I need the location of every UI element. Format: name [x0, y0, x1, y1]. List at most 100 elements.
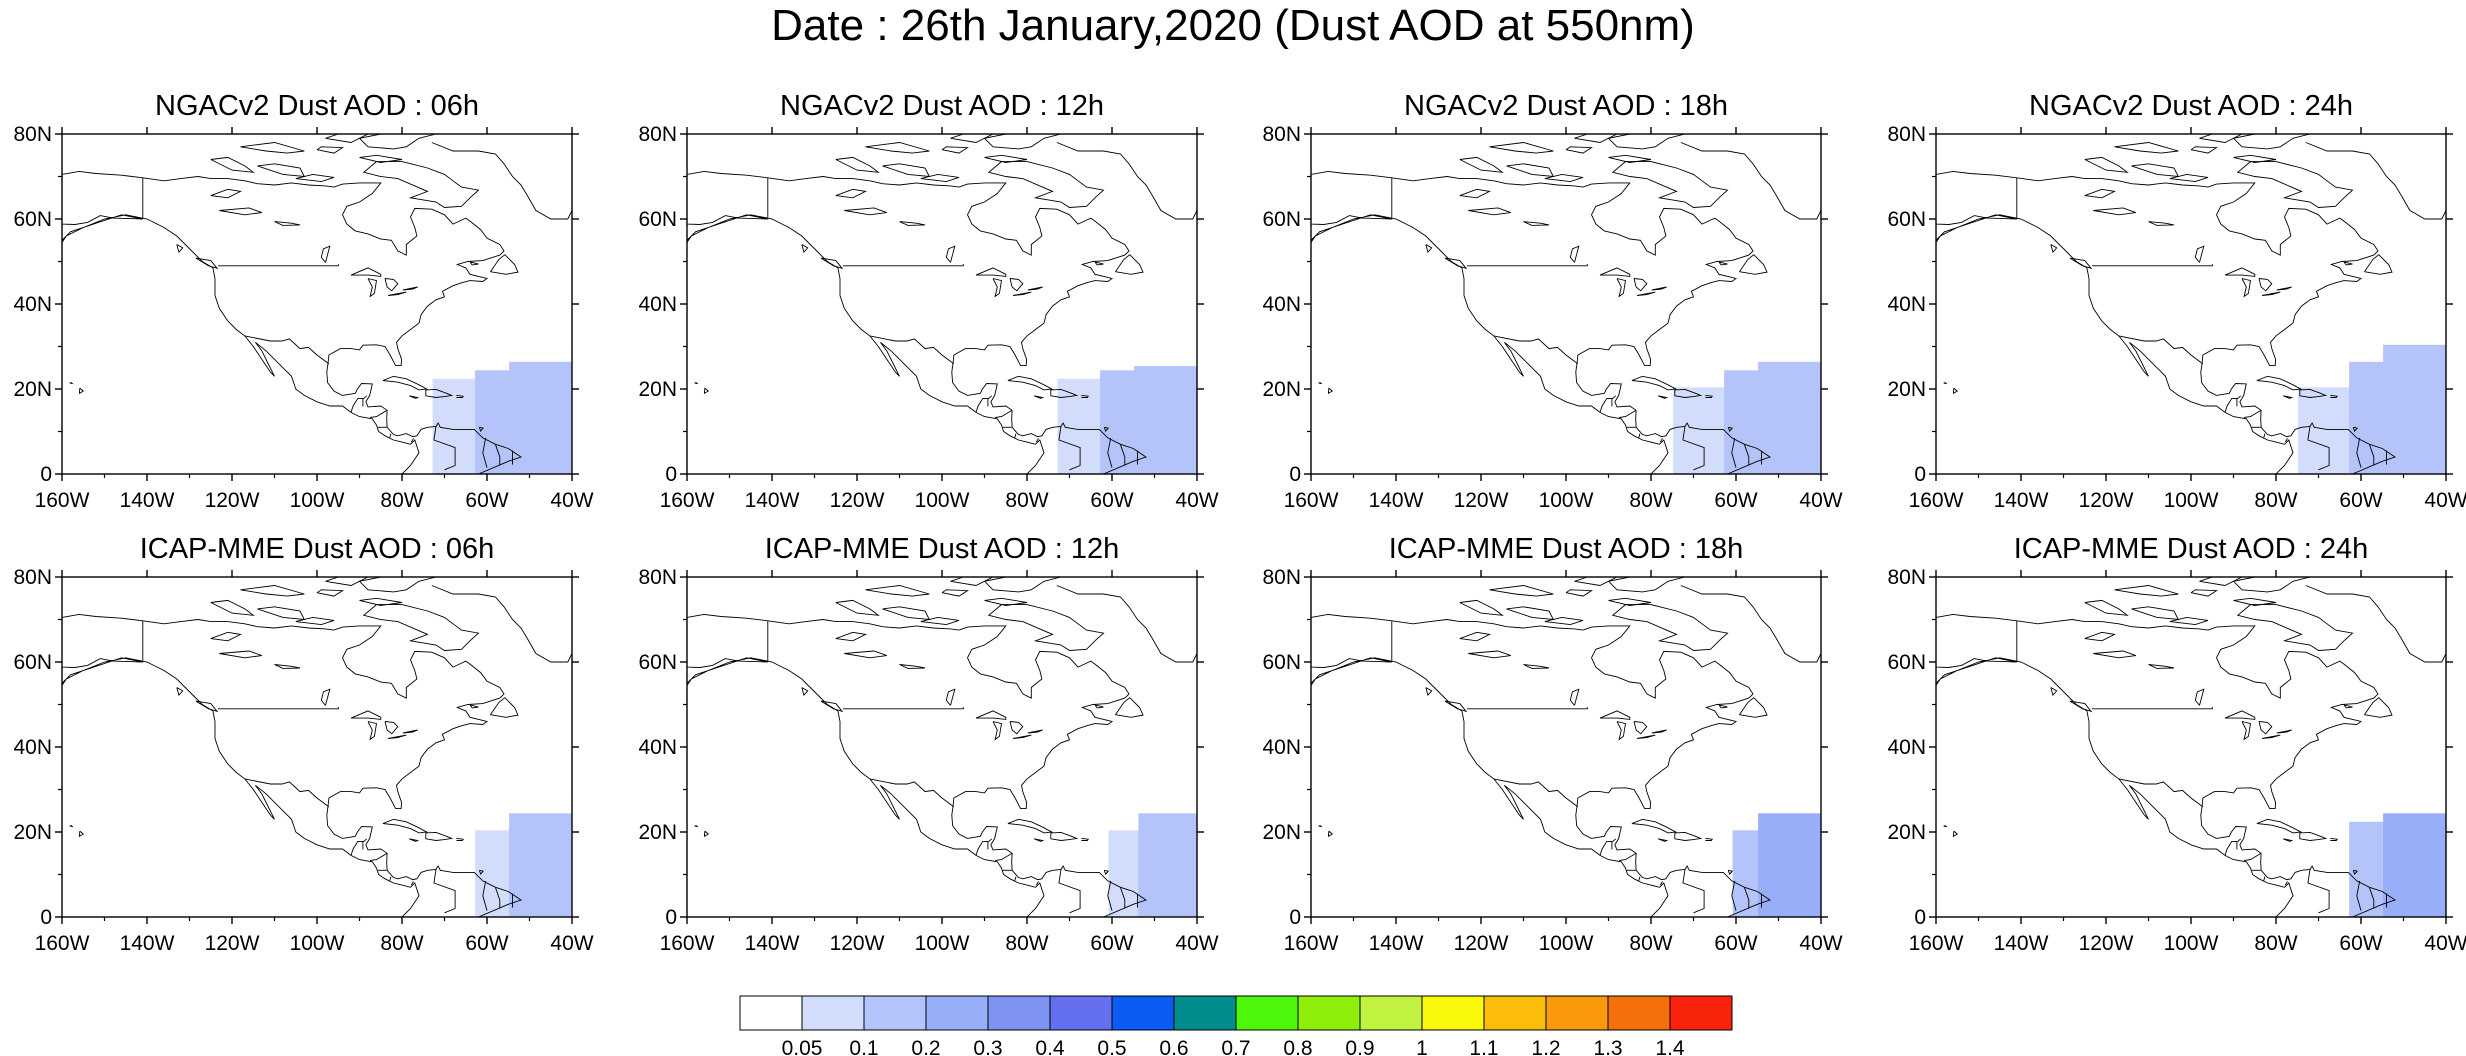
island-outline — [2114, 142, 2179, 154]
island-outline — [382, 818, 429, 834]
island-outline — [2299, 831, 2328, 841]
north-america-coastline — [1311, 170, 1772, 474]
lake-outline — [384, 721, 399, 735]
island-outline — [1607, 134, 1724, 150]
country-border — [482, 437, 488, 468]
lon-label: 40W — [2424, 932, 2466, 955]
lon-label: 140W — [1994, 932, 2049, 955]
island-outline — [1705, 394, 1713, 398]
island-outline — [316, 589, 344, 597]
map-panel: 80N 60N 40N 20N 0 160W 140W 120W 100W 80W 60W 40W — [638, 566, 1218, 955]
greenland-coastline — [1056, 585, 1197, 663]
island-outline — [920, 173, 960, 183]
lon-label: 100W — [2164, 489, 2219, 512]
lake-outline — [1012, 734, 1032, 739]
lake-outline — [1636, 291, 1656, 296]
island-outline — [2299, 388, 2328, 398]
figure-title: Date : 26th January,2020 (Dust AOD at 55… — [771, 1, 1695, 50]
island-outline — [2364, 697, 2393, 718]
island-outline — [1050, 831, 1079, 841]
island-outline — [2236, 161, 2354, 208]
lake-outline — [387, 291, 407, 296]
lon-label: 100W — [2164, 932, 2219, 955]
country-border — [1493, 335, 1579, 365]
colorbar-swatch — [987, 995, 1051, 1031]
island-outline — [2256, 375, 2303, 391]
colorbar-swatch — [1359, 995, 1423, 1031]
lat-label: 0 — [1289, 906, 1301, 929]
lake-outline — [2261, 734, 2281, 739]
colorbar-label: 0.5 — [1097, 1037, 1126, 1056]
colorbar-swatch — [1607, 995, 1671, 1031]
country-border — [350, 395, 368, 413]
lake-outline — [2258, 721, 2273, 735]
lat-label: 40N — [1262, 293, 1301, 316]
lake-outline — [402, 286, 418, 291]
dust-plume — [1673, 361, 1821, 474]
lon-label: 100W — [290, 489, 345, 512]
country-border — [1599, 395, 1617, 413]
lake-outline — [2084, 188, 2116, 199]
plume-cell — [1758, 813, 1821, 917]
island-outline — [1674, 388, 1703, 398]
country-border — [1731, 880, 1737, 911]
country-border — [995, 852, 1013, 861]
map-panel: 80N 60N 40N 20N 0 160W 140W 120W 100W 80W 60W 40W — [13, 566, 593, 955]
island-outline — [1574, 134, 1618, 143]
island-outline — [78, 387, 85, 395]
island-outline — [1081, 837, 1089, 841]
lon-label: 140W — [120, 932, 175, 955]
country-border — [350, 838, 368, 856]
island-outline — [2084, 156, 2129, 173]
island-outline — [382, 375, 429, 391]
lon-label: 120W — [1454, 489, 1509, 512]
lon-label: 40W — [1175, 932, 1218, 955]
lake-outline — [945, 688, 956, 706]
island-outline — [1489, 142, 1554, 154]
lake-outline — [975, 267, 1007, 277]
island-outline — [2233, 154, 2277, 163]
country-border — [1120, 887, 1126, 909]
lon-label: 100W — [915, 489, 970, 512]
island-outline — [176, 687, 184, 697]
lon-label: 160W — [35, 489, 90, 512]
lat-label: 0 — [665, 463, 677, 486]
island-outline — [409, 838, 420, 842]
colorbar-label: 0.1 — [849, 1037, 878, 1056]
panel-title: ICAP-MME Dust AOD : 24h — [2013, 533, 2369, 565]
country-border — [2307, 869, 2330, 914]
lake-outline — [2148, 664, 2175, 669]
country-border — [482, 880, 488, 911]
panel-title: NGACv2 Dust AOD : 18h — [1404, 90, 1728, 122]
dust-plume — [1057, 366, 1197, 474]
lake-outline — [210, 188, 242, 199]
lat-label: 40N — [638, 293, 677, 316]
island-outline — [801, 244, 809, 254]
island-outline — [1459, 156, 1504, 173]
lon-label: 80W — [2254, 489, 2297, 512]
island-outline — [941, 146, 969, 154]
country-border — [1731, 437, 1737, 468]
country-border — [1035, 881, 1039, 886]
lon-label: 120W — [205, 489, 260, 512]
lon-label: 80W — [380, 489, 423, 512]
island-outline — [362, 604, 480, 651]
plume-cell — [509, 813, 572, 917]
island-outline — [2232, 134, 2349, 150]
lon-label: 120W — [2079, 489, 2134, 512]
north-america-coastline — [1311, 613, 1772, 917]
country-border — [2356, 880, 2362, 911]
island-outline — [257, 606, 306, 621]
island-outline — [490, 254, 519, 275]
colorbar-swatch — [1669, 995, 1733, 1031]
lon-label: 160W — [35, 932, 90, 955]
island-outline — [920, 616, 960, 626]
island-outline — [694, 382, 699, 385]
island-outline — [983, 577, 1100, 593]
country-border — [1493, 778, 1579, 808]
lon-label: 160W — [1909, 932, 1964, 955]
dust-plume — [2298, 344, 2446, 474]
island-outline — [1050, 388, 1079, 398]
lat-label: 40N — [1887, 293, 1926, 316]
island-outline — [295, 616, 335, 626]
